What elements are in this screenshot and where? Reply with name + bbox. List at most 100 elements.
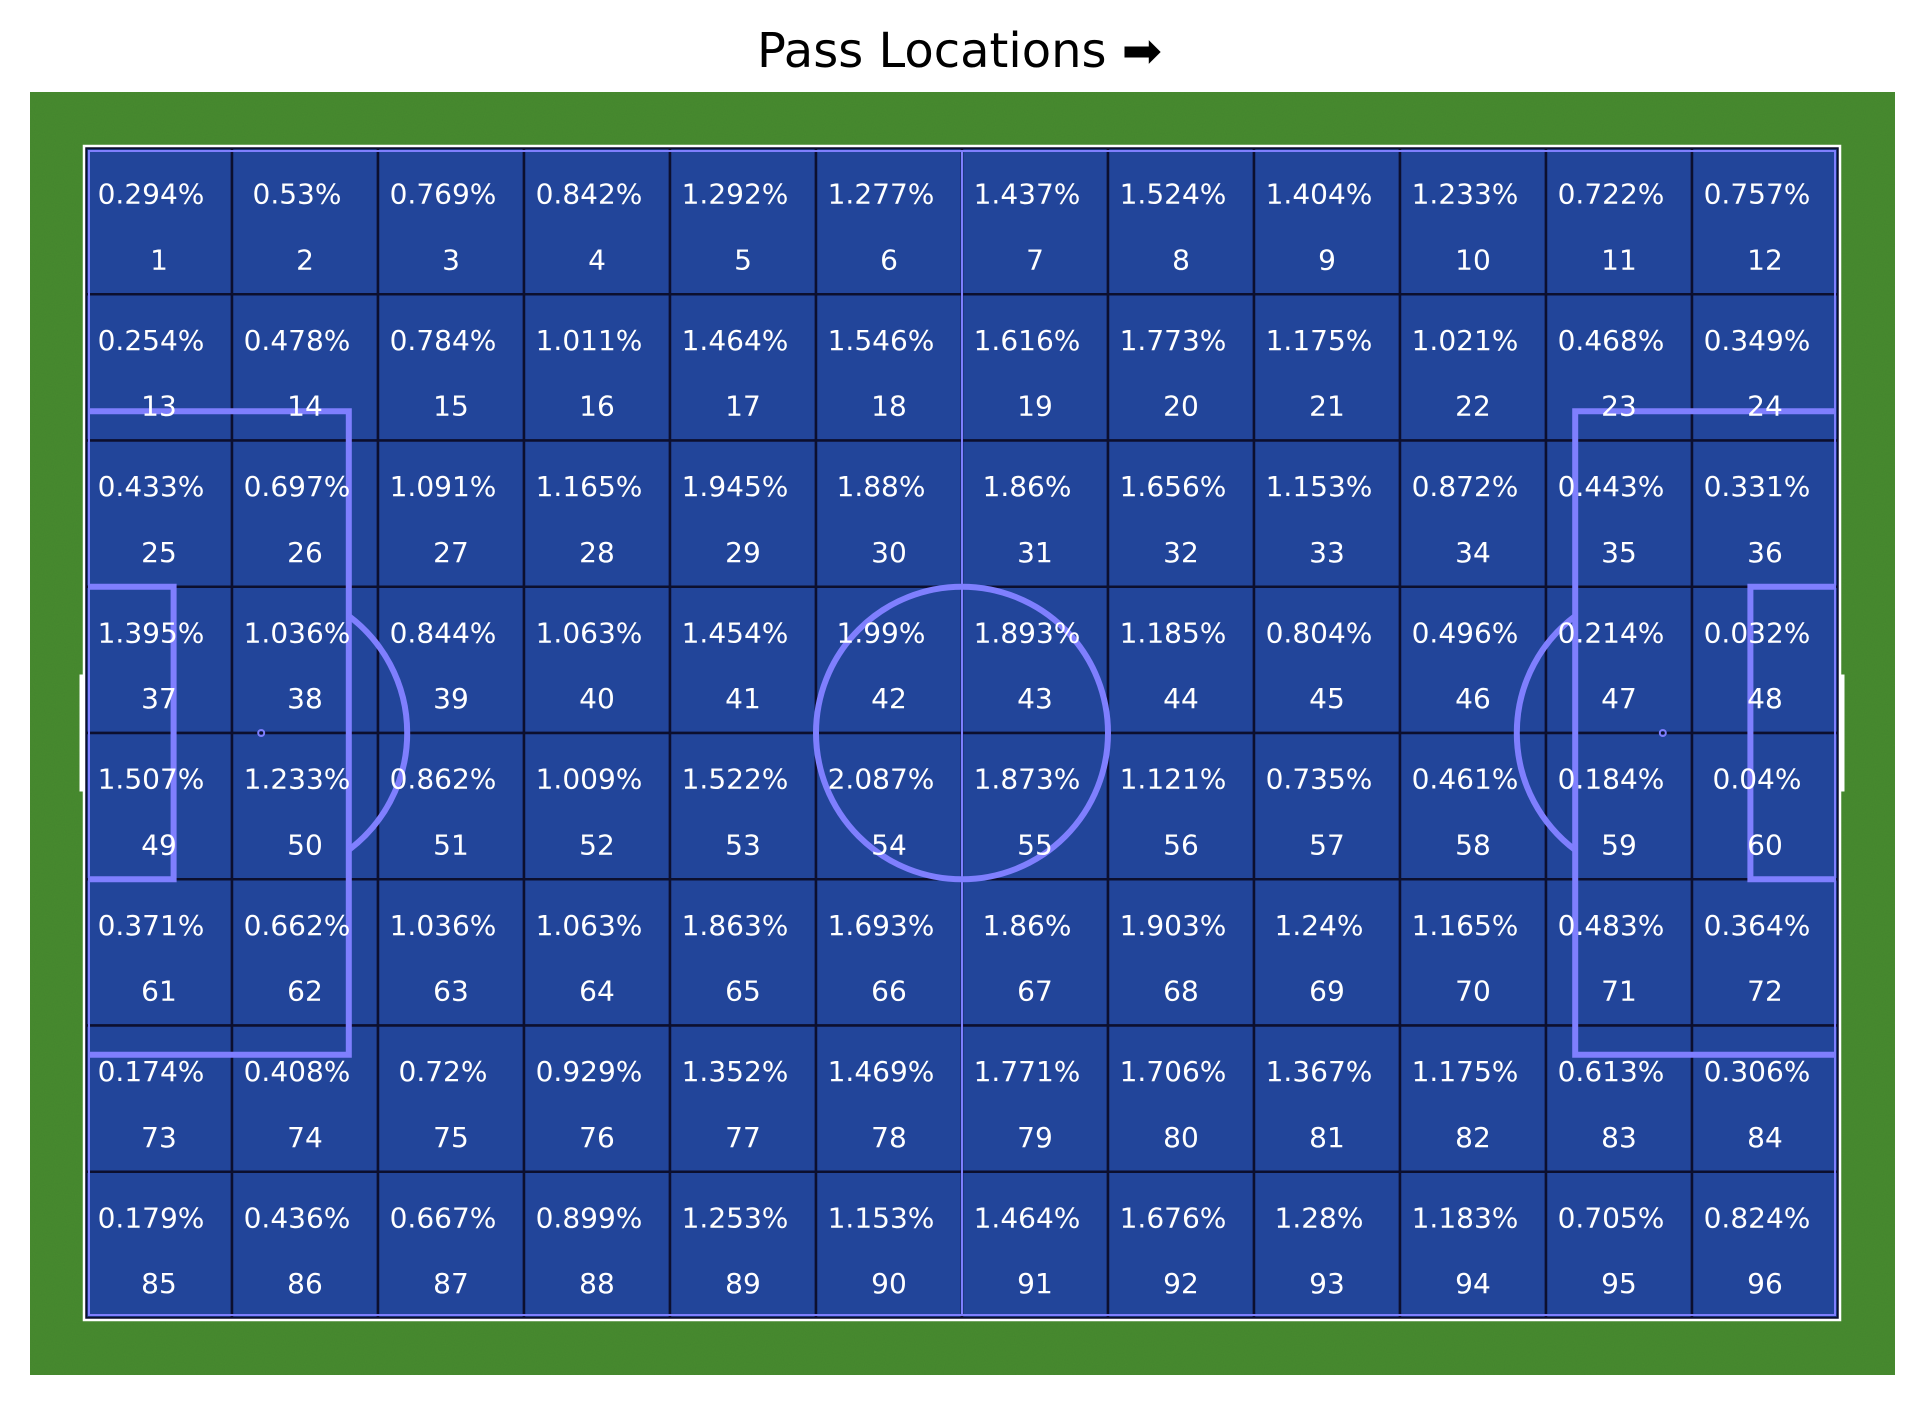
cell-zone-number: 17 bbox=[725, 390, 761, 423]
cell-percent-label: 0.735% bbox=[1266, 763, 1373, 796]
cell-zone-number: 45 bbox=[1309, 682, 1345, 715]
heatmap-cell-36 bbox=[1690, 439, 1840, 588]
cell-zone-number: 12 bbox=[1747, 243, 1783, 276]
heatmap-cell-31 bbox=[960, 439, 1110, 588]
cell-percent-label: 1.546% bbox=[828, 324, 935, 357]
cell-zone-number: 90 bbox=[871, 1267, 907, 1300]
cell-zone-number: 10 bbox=[1455, 243, 1491, 276]
cell-zone-number: 66 bbox=[871, 975, 907, 1008]
heatmap-cell-43 bbox=[960, 585, 1110, 735]
cell-percent-label: 1.011% bbox=[536, 324, 643, 357]
cell-percent-label: 1.277% bbox=[828, 178, 935, 211]
heatmap-cell-4 bbox=[522, 146, 672, 296]
cell-zone-number: 28 bbox=[579, 536, 615, 569]
cell-percent-label: 0.461% bbox=[1412, 763, 1519, 796]
left-penalty-arc bbox=[346, 613, 411, 853]
cell-percent-label: 0.824% bbox=[1704, 1201, 1811, 1234]
cell-percent-label: 0.443% bbox=[1558, 470, 1665, 503]
heatmap-cell-71 bbox=[1544, 878, 1694, 1027]
cell-zone-number: 73 bbox=[141, 1121, 177, 1154]
heatmap-cell-64 bbox=[522, 878, 672, 1027]
heatmap-cell-42 bbox=[814, 585, 964, 735]
cell-zone-number: 55 bbox=[1017, 828, 1053, 861]
cell-zone-number: 65 bbox=[725, 975, 761, 1008]
heatmap-cell-51 bbox=[376, 731, 526, 881]
cell-percent-label: 0.496% bbox=[1412, 616, 1519, 649]
cell-zone-number: 15 bbox=[433, 390, 469, 423]
cell-percent-label: 1.395% bbox=[98, 616, 205, 649]
cell-zone-number: 16 bbox=[579, 390, 615, 423]
pitch-markings bbox=[79, 144, 1845, 1322]
heatmap-cell-84 bbox=[1690, 1024, 1840, 1173]
cell-zone-number: 1 bbox=[150, 243, 168, 276]
cell-zone-number: 36 bbox=[1747, 536, 1783, 569]
cell-percent-label: 0.468% bbox=[1558, 324, 1665, 357]
cell-zone-number: 70 bbox=[1455, 975, 1491, 1008]
cell-percent-label: 0.842% bbox=[536, 178, 643, 211]
cell-percent-label: 1.437% bbox=[974, 178, 1081, 211]
cell-percent-label: 1.063% bbox=[536, 616, 643, 649]
heatmap-cell-32 bbox=[1106, 439, 1256, 588]
cell-percent-label: 1.88% bbox=[837, 470, 926, 503]
cell-percent-label: 1.091% bbox=[390, 470, 497, 503]
cell-zone-number: 93 bbox=[1309, 1267, 1345, 1300]
cell-zone-number: 49 bbox=[141, 828, 177, 861]
cell-percent-label: 1.367% bbox=[1266, 1055, 1373, 1088]
heatmap-cell-24 bbox=[1690, 293, 1840, 442]
cell-percent-label: 1.404% bbox=[1266, 178, 1373, 211]
heatmap-cell-7 bbox=[960, 146, 1110, 296]
cell-percent-label: 1.464% bbox=[682, 324, 789, 357]
cell-percent-label: 1.165% bbox=[536, 470, 643, 503]
cell-percent-label: 1.063% bbox=[536, 909, 643, 942]
cell-percent-label: 0.371% bbox=[98, 909, 205, 942]
cell-zone-number: 91 bbox=[1017, 1267, 1053, 1300]
heatmap-cell-35 bbox=[1544, 439, 1694, 588]
cell-percent-label: 1.253% bbox=[682, 1201, 789, 1234]
cell-zone-number: 63 bbox=[433, 975, 469, 1008]
cell-percent-label: 0.784% bbox=[390, 324, 497, 357]
cell-percent-label: 0.04% bbox=[1713, 763, 1802, 796]
cell-percent-label: 1.873% bbox=[974, 763, 1081, 796]
cell-percent-label: 1.99% bbox=[837, 616, 926, 649]
cell-zone-number: 39 bbox=[433, 682, 469, 715]
cell-percent-label: 0.705% bbox=[1558, 1201, 1665, 1234]
cell-zone-number: 59 bbox=[1601, 828, 1637, 861]
cell-zone-number: 51 bbox=[433, 828, 469, 861]
cell-zone-number: 96 bbox=[1747, 1267, 1783, 1300]
cell-percent-label: 0.804% bbox=[1266, 616, 1373, 649]
cell-zone-number: 53 bbox=[725, 828, 761, 861]
cell-zone-number: 83 bbox=[1601, 1121, 1637, 1154]
cell-percent-label: 0.184% bbox=[1558, 763, 1665, 796]
heatmap-cell-49 bbox=[84, 731, 234, 881]
cell-zone-number: 25 bbox=[141, 536, 177, 569]
cell-percent-label: 0.179% bbox=[98, 1201, 205, 1234]
heatmap-cell-14 bbox=[230, 293, 380, 442]
cell-zone-number: 30 bbox=[871, 536, 907, 569]
heatmap-cell-28 bbox=[522, 439, 672, 588]
cell-percent-label: 1.86% bbox=[983, 470, 1072, 503]
cell-percent-label: 1.036% bbox=[244, 616, 351, 649]
cell-zone-number: 56 bbox=[1163, 828, 1199, 861]
cell-percent-label: 0.769% bbox=[390, 178, 497, 211]
heatmap-cell-17 bbox=[668, 293, 818, 442]
cell-percent-label: 0.697% bbox=[244, 470, 351, 503]
right-six-yard-box bbox=[1747, 583, 1835, 883]
cell-percent-label: 0.929% bbox=[536, 1055, 643, 1088]
heatmap-cell-92 bbox=[1106, 1170, 1256, 1320]
cell-zone-number: 40 bbox=[579, 682, 615, 715]
cell-zone-number: 18 bbox=[871, 390, 907, 423]
heatmap-cell-8 bbox=[1106, 146, 1256, 296]
cell-zone-number: 68 bbox=[1163, 975, 1199, 1008]
cell-zone-number: 43 bbox=[1017, 682, 1053, 715]
cell-zone-number: 42 bbox=[871, 682, 907, 715]
cell-percent-label: 0.844% bbox=[390, 616, 497, 649]
right-penalty-spot bbox=[1658, 729, 1667, 737]
cell-percent-label: 0.331% bbox=[1704, 470, 1811, 503]
cell-zone-number: 86 bbox=[287, 1267, 323, 1300]
cell-percent-label: 0.436% bbox=[244, 1201, 351, 1234]
cell-zone-number: 24 bbox=[1747, 390, 1783, 423]
chart-title: Pass Locations ➡ bbox=[757, 23, 1162, 79]
cell-percent-label: 1.175% bbox=[1412, 1055, 1519, 1088]
cell-zone-number: 95 bbox=[1601, 1267, 1637, 1300]
heatmap-cell-5 bbox=[668, 146, 818, 296]
